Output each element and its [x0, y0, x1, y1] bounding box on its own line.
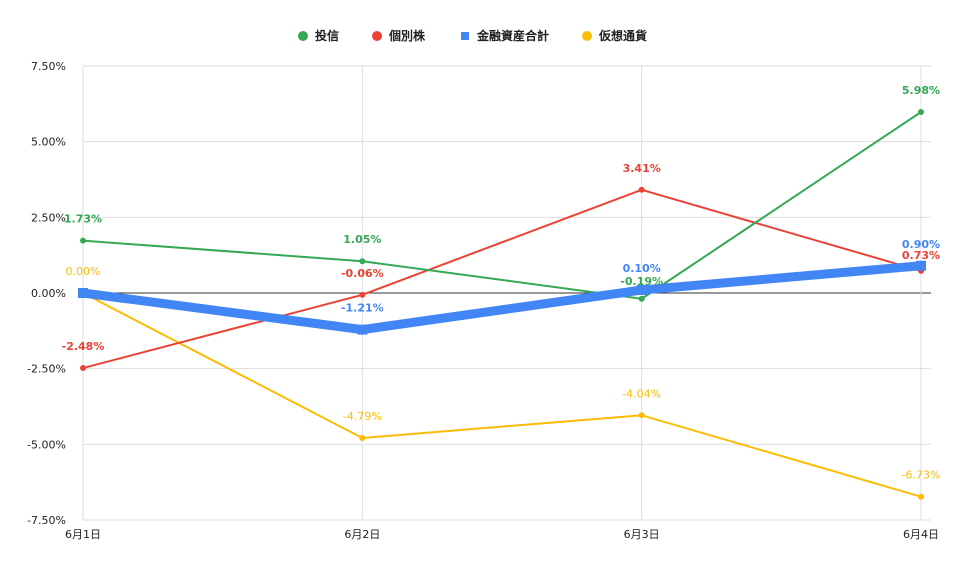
data-label: 0.90% — [902, 238, 940, 251]
legend-marker — [461, 32, 469, 40]
data-label: 0.10% — [623, 262, 661, 275]
data-label: 0.73% — [902, 249, 940, 262]
data-point — [638, 186, 645, 193]
x-tick-label: 6月3日 — [624, 528, 660, 541]
y-tick-label: -2.50% — [27, 363, 66, 376]
legend-label: 投信 — [315, 28, 339, 43]
data-point — [359, 258, 366, 265]
y-tick-label: -5.00% — [27, 438, 66, 451]
x-tick-label: 6月4日 — [903, 528, 939, 541]
data-label: 1.05% — [343, 233, 381, 246]
data-label: -4.04% — [622, 387, 661, 400]
data-point — [918, 109, 924, 116]
data-label: -4.79% — [343, 410, 382, 423]
series-lines — [78, 109, 926, 500]
data-labels: 1.73% 1.05% -0.19% 5.98% -2.48% -0.06% 3.41% 0.… — [62, 84, 941, 482]
gridlines — [82, 65, 931, 521]
y-axis: 7.50% 5.00% 2.50% 0.00% -2.50% -5.00% -7.50% — [27, 60, 66, 527]
x-axis: 6月1日 6月2日 6月3日 6月4日 — [65, 528, 939, 541]
y-tick-label: 5.00% — [31, 136, 66, 149]
y-tick-label: 2.50% — [31, 211, 66, 224]
data-label: -0.19% — [620, 275, 663, 288]
data-label: -0.06% — [341, 267, 384, 280]
y-tick-label: -7.50% — [27, 514, 66, 527]
y-tick-label: 7.50% — [31, 60, 66, 73]
legend-marker — [372, 31, 382, 41]
y-tick-label: 0.00% — [31, 287, 66, 300]
x-tick-label: 6月1日 — [65, 528, 101, 541]
data-point — [357, 324, 368, 335]
data-point — [636, 284, 647, 295]
legend-marker — [298, 31, 308, 41]
data-point — [638, 412, 645, 419]
data-point — [80, 365, 86, 372]
legend-label: 金融資産合計 — [476, 28, 549, 43]
series-line — [82, 188, 922, 370]
data-label: 3.41% — [623, 162, 661, 175]
data-label: -6.73% — [902, 469, 941, 482]
legend: 投信 個別株 金融資産合計 仮想通貨 — [298, 28, 647, 43]
data-point — [918, 493, 924, 500]
data-point — [80, 237, 86, 244]
series-line — [82, 261, 922, 335]
data-label: 1.73% — [64, 213, 102, 226]
data-point — [359, 434, 366, 441]
legend-label: 個別株 — [388, 28, 426, 43]
data-point — [359, 291, 366, 298]
data-label: 0.00% — [66, 265, 101, 278]
series-line — [82, 111, 922, 300]
x-tick-label: 6月2日 — [344, 528, 380, 541]
data-label: 5.98% — [902, 84, 940, 97]
legend-label: 仮想通貨 — [598, 28, 647, 43]
legend-marker — [582, 31, 592, 41]
data-point — [78, 288, 88, 298]
data-label: -1.21% — [341, 302, 384, 315]
data-point — [638, 295, 645, 302]
series-line — [82, 292, 922, 498]
data-point — [916, 260, 926, 271]
data-label: -2.48% — [62, 340, 105, 353]
